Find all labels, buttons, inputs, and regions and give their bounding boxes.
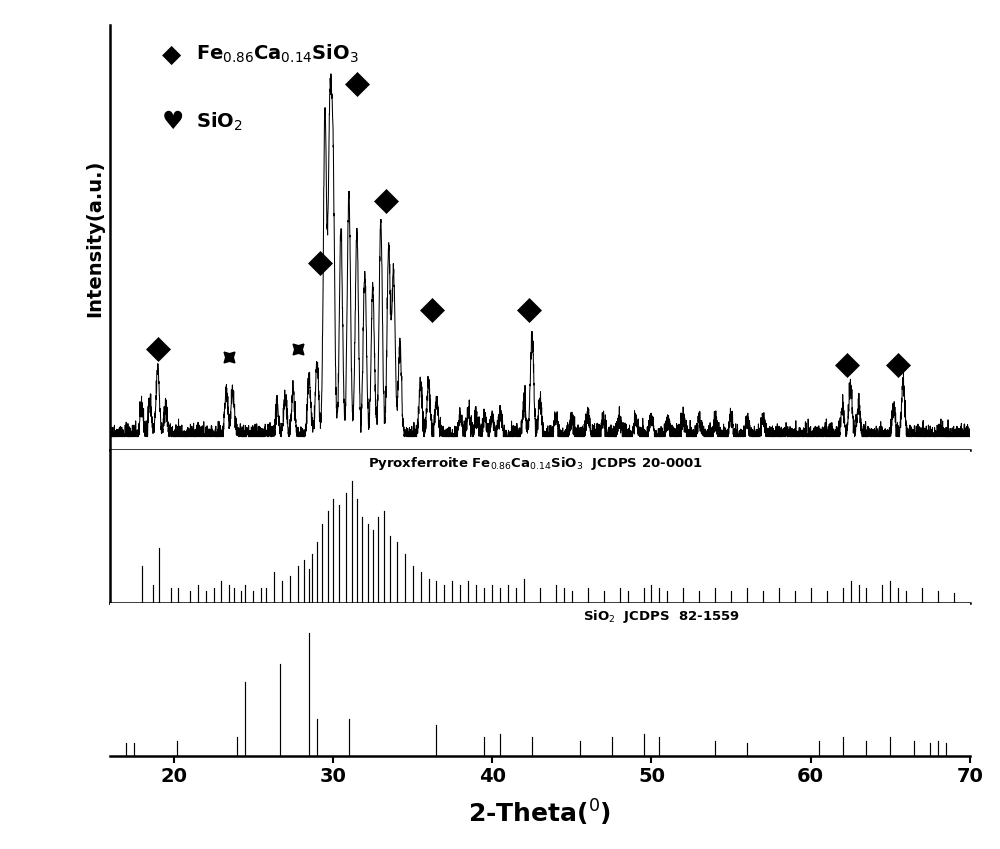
Y-axis label: Intensity(a.u.): Intensity(a.u.) bbox=[85, 159, 104, 317]
Text: Pyroxferroite Fe$_{0.86}$Ca$_{0.14}$SiO$_3$  JCDPS 20-0001: Pyroxferroite Fe$_{0.86}$Ca$_{0.14}$SiO$… bbox=[368, 455, 703, 472]
Text: ◆: ◆ bbox=[162, 42, 181, 66]
Text: SiO$_2$: SiO$_2$ bbox=[196, 110, 243, 132]
Text: SiO$_2$  JCDPS  82-1559: SiO$_2$ JCDPS 82-1559 bbox=[583, 608, 740, 625]
Text: Fe$_{0.86}$Ca$_{0.14}$SiO$_3$: Fe$_{0.86}$Ca$_{0.14}$SiO$_3$ bbox=[196, 42, 359, 65]
X-axis label: 2-Theta($^0$): 2-Theta($^0$) bbox=[468, 797, 612, 828]
Text: ♥: ♥ bbox=[162, 110, 184, 134]
